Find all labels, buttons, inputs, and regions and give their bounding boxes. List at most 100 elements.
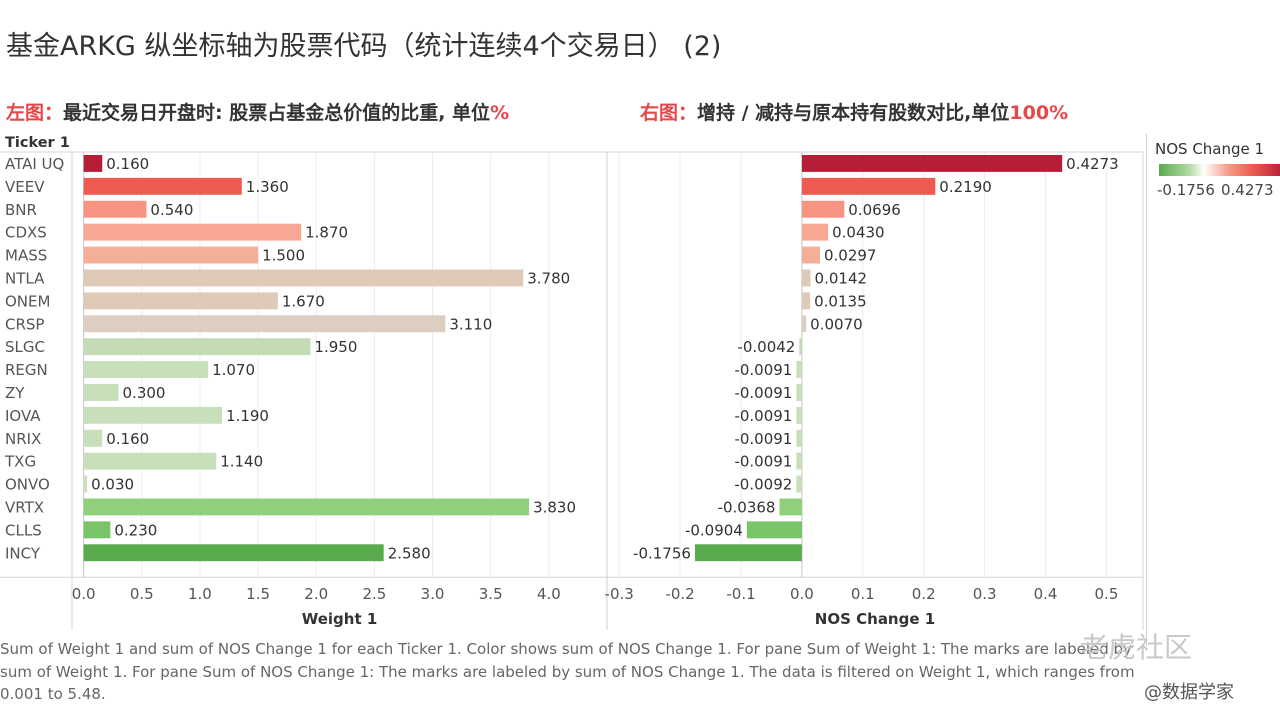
bar: [801, 315, 807, 333]
ticker-label: IOVA: [5, 407, 41, 425]
data-label: 0.300: [123, 384, 166, 402]
bar: [83, 155, 103, 172]
data-label: 3.780: [527, 269, 570, 287]
x-tick-label: 0.3: [973, 585, 997, 603]
bar: [801, 246, 820, 264]
data-label: -0.0092: [734, 476, 792, 494]
data-label: -0.1756: [633, 544, 691, 562]
data-label: -0.0091: [734, 453, 792, 471]
data-label: 1.500: [262, 247, 305, 265]
ticker-label: CLLS: [5, 521, 42, 539]
x-tick-label: -0.3: [605, 585, 634, 603]
ticker-label: CRSP: [5, 315, 44, 333]
data-label: 1.670: [282, 292, 325, 310]
subtitle-left: 左图：最近交易日开盘时: 股票占基金总价值的比重, 单位%: [6, 98, 509, 125]
data-label: 0.0696: [848, 201, 901, 219]
subtitle-right-label: 右图：: [640, 102, 698, 124]
x-tick-label: 0.5: [1095, 585, 1119, 603]
color-legend: NOS Change 1 -0.1756 0.4273: [1146, 134, 1280, 646]
data-label: 0.4273: [1066, 155, 1119, 173]
data-label: 0.0135: [814, 292, 867, 310]
bar: [796, 429, 802, 447]
x-tick-label: 0.2: [912, 585, 936, 603]
x-tick-label: 3.0: [421, 585, 445, 603]
bar: [801, 292, 811, 310]
bar: [83, 223, 302, 241]
x-axis-title: Weight 1: [302, 610, 378, 628]
chart: Ticker 1 ATAI UQ VEEV BNR CDXS MASS NTLA ONEM CR…: [0, 135, 1144, 630]
data-label: 0.2190: [939, 178, 992, 196]
bar: [83, 361, 209, 378]
data-label: -0.0091: [734, 361, 792, 379]
data-label: -0.0904: [685, 521, 743, 539]
data-label: 0.030: [91, 476, 134, 494]
ticker-label: REGN: [5, 361, 48, 379]
ticker-label: TXG: [4, 453, 36, 471]
bar: [83, 246, 259, 264]
data-label: 0.0142: [815, 269, 868, 287]
bar: [83, 521, 111, 539]
bar: [796, 384, 802, 401]
subtitle-left-unit: %: [490, 102, 510, 124]
bar: [796, 406, 802, 424]
data-label: 3.110: [449, 315, 492, 333]
data-label: 0.540: [150, 201, 193, 219]
data-label: -0.0091: [734, 384, 792, 402]
subtitle-left-label: 左图：: [6, 102, 64, 124]
bar: [83, 177, 242, 195]
x-tick-label: 2.0: [304, 585, 328, 603]
legend-title: NOS Change 1: [1155, 140, 1265, 158]
data-label: 1.950: [314, 338, 357, 356]
row-header-label: Ticker 1: [5, 135, 70, 151]
bar: [83, 475, 88, 493]
ticker-label: ONVO: [5, 476, 50, 494]
subtitle-right-unit: 100%: [1009, 102, 1069, 124]
ticker-label: VRTX: [5, 498, 44, 516]
bar: [694, 544, 802, 562]
bar: [83, 406, 223, 424]
x-tick-label: 2.5: [362, 585, 386, 603]
bar: [801, 200, 845, 218]
data-label: 1.070: [212, 361, 255, 379]
data-label: -0.0091: [734, 430, 792, 448]
ticker-label: NTLA: [5, 269, 45, 287]
data-label: 2.580: [388, 544, 431, 562]
ticker-label: CDXS: [5, 224, 47, 242]
x-tick-label: 0.4: [1034, 585, 1058, 603]
legend-max-label: 0.4273: [1221, 181, 1274, 199]
ticker-label: ZY: [5, 384, 25, 402]
bar: [796, 452, 802, 470]
bar: [83, 498, 530, 516]
data-label: 1.140: [220, 453, 263, 471]
x-tick-label: -0.2: [665, 585, 694, 603]
bar: [796, 361, 802, 378]
data-label: -0.0368: [718, 498, 776, 516]
ticker-label: NRIX: [5, 430, 41, 448]
data-label: 0.0430: [832, 224, 885, 242]
ticker-label: SLGC: [5, 338, 45, 356]
bar: [83, 429, 103, 447]
data-label: 0.160: [106, 155, 149, 173]
subtitle-right-text: 增持 / 减持与原本持有股数对比,单位: [697, 102, 1010, 124]
bar: [801, 223, 829, 241]
ticker-label: ONEM: [5, 292, 50, 310]
data-label: 0.0297: [824, 247, 877, 265]
x-tick-label: 0.1: [851, 585, 875, 603]
data-label: 0.0070: [810, 315, 863, 333]
x-tick-label: 0.0: [72, 585, 96, 603]
ticker-label: ATAI UQ: [5, 155, 64, 173]
bar: [746, 521, 802, 539]
x-tick-label: 3.5: [479, 585, 503, 603]
ticker-label: VEEV: [5, 178, 45, 196]
x-tick-label: 0.5: [130, 585, 154, 603]
ticker-label: BNR: [5, 201, 37, 219]
x-tick-label: 0.0: [790, 585, 814, 603]
watermark-author: @数据学家: [1144, 682, 1234, 703]
bar: [779, 498, 802, 516]
bar: [83, 544, 384, 562]
data-label: 0.160: [106, 430, 149, 448]
data-label: 3.830: [533, 498, 576, 516]
x-tick-label: 1.0: [188, 585, 212, 603]
bar: [801, 155, 1063, 172]
x-axis-title: NOS Change 1: [815, 610, 935, 628]
